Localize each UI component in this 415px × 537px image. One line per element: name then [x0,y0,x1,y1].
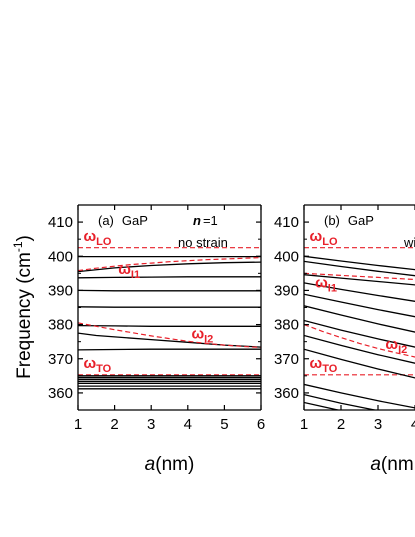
y-tick-label: 380 [48,317,73,334]
x-axis-variable: a [145,454,156,475]
y-tick-label: 400 [48,248,73,265]
omega-symbol: ω [83,228,96,245]
confined-mode-line-10 [304,383,415,409]
omega-subscript: I2 [398,344,407,356]
condition-label-a: no strain [178,235,228,250]
label-omega-i2-a: ωI2 [191,325,213,345]
confined-mode-line-9 [304,348,415,379]
x-tick-label: 3 [147,416,155,433]
x-axis-label-b: a(nm [370,454,413,475]
omega-subscript: I1 [131,269,140,281]
interface-curve-i2 [78,322,261,349]
confined-mode-line-5 [304,293,415,318]
omega-symbol: ω [385,336,398,353]
y-tick-label: 410 [274,214,299,231]
omega-symbol: ω [118,261,131,278]
x-tick-label: 1 [74,416,82,433]
panel-b: 3603703803904004101234(b)GaPnwitωLOωTOωI… [274,204,415,475]
interface-curve-i1 [304,272,415,281]
svg-text:Frequency (cm-1): Frequency (cm-1) [11,235,35,379]
y-tick-label: 360 [48,385,73,402]
omega-subscript: I2 [204,333,213,345]
confined-mode-line-11 [304,393,378,410]
omega-subscript: TO [96,363,112,375]
confined-mode-line-3 [78,276,261,279]
x-axis-variable: a [370,454,381,475]
plot-area-b [304,247,415,410]
y-axis-label-superscript: -1 [11,241,25,252]
confined-mode-line-4 [304,282,415,302]
x-tick-label: 2 [337,416,345,433]
interface-curve-i1 [78,257,261,272]
x-tick-label: 1 [300,416,308,433]
confined-mode-line-8 [78,348,261,351]
label-omega-i2-b: ωI2 [385,336,407,356]
confined-mode-line-3 [304,274,415,286]
panel-label-b: (b) GaP [324,213,374,228]
x-axis-unit: (nm) [155,454,194,475]
y-tick-label: 370 [274,351,299,368]
y-axis-label: Frequency (cm-1) [11,235,35,379]
confined-mode-line-6 [78,324,261,327]
label-omega-lo-a: ωLO [83,228,111,248]
x-axis-unit: (nm [381,454,414,475]
label-omega-to-a: ωTO [83,355,111,375]
x-tick-label: 4 [184,416,192,433]
omega-symbol: ω [315,275,328,292]
confined-mode-line-12 [304,401,341,410]
x-tick-label: 2 [110,416,118,433]
y-tick-label: 370 [48,351,73,368]
omega-symbol: ω [310,228,323,245]
x-tick-label: 4 [411,416,415,433]
n-value-label-a: n =1 [193,213,218,228]
omega-subscript: LO [322,236,338,248]
panel-material: GaP [122,213,148,228]
omega-subscript: TO [322,363,338,375]
y-tick-label: 380 [274,317,299,334]
label-omega-lo-b: ωLO [310,228,338,248]
omega-subscript: LO [96,236,112,248]
panel-letter: (a) [98,213,114,228]
panel-a: 360 370 380 390 400 410 1 2 3 4 5 6 (a) GaP n =1 no stra… [48,204,265,475]
confined-mode-line-2 [78,261,261,273]
y-tick-label: 360 [274,385,299,402]
y-tick-label: 400 [274,248,299,265]
confined-mode-line-6 [304,305,415,333]
omega-subscript: I1 [328,283,337,295]
interface-curve-i2 [304,324,415,358]
y-tick-label: 390 [48,282,73,299]
label-omega-to-b: ωTO [310,355,338,375]
x-tick-label: 3 [374,416,382,433]
y-axis-label-main: Frequency (cm [14,252,35,379]
x-axis-label-a: a(nm) [145,454,195,475]
x-tick-label: 5 [220,416,228,433]
panel-material: GaP [348,213,374,228]
n-number: =1 [203,213,218,228]
confined-mode-line-1 [304,255,415,271]
omega-symbol: ω [310,355,323,372]
panel-letter: (b) [324,213,340,228]
confined-mode-line-8 [304,334,415,364]
condition-label-b: wit [403,235,415,250]
y-axis-label-close: ) [14,235,35,241]
plot-area-a [78,247,261,390]
panel-label-a: (a) GaP [98,213,148,228]
omega-symbol: ω [191,325,204,342]
y-tick-label: 410 [48,214,73,231]
label-omega-i1-b: ωI1 [315,275,337,295]
omega-symbol: ω [83,355,96,372]
confined-mode-line-7 [78,332,261,348]
label-omega-i1-a: ωI1 [118,261,140,281]
confined-mode-line-7 [304,319,415,348]
y-tick-label: 390 [274,282,299,299]
n-variable: n [193,213,201,228]
confined-mode-line-2 [304,260,415,277]
x-tick-label: 6 [257,416,265,433]
